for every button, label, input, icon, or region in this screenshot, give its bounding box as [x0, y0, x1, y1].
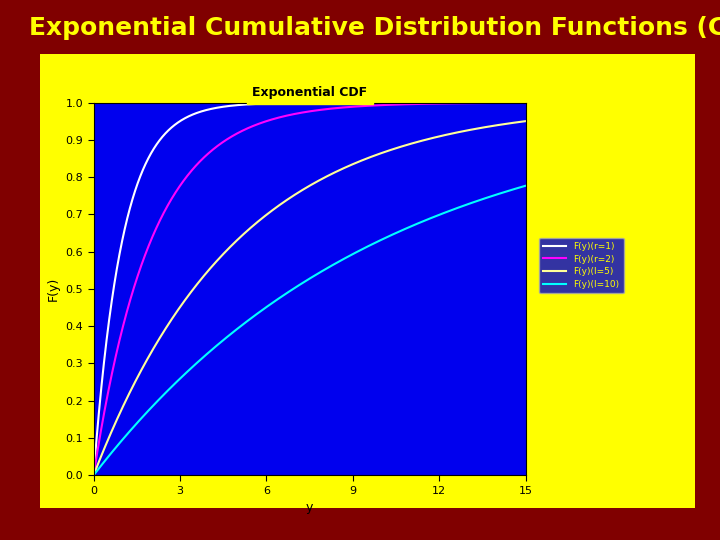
- Legend: F(y)(r=1), F(y)(r=2), F(y)(l=5), F(y)(l=10): F(y)(r=1), F(y)(r=2), F(y)(l=5), F(y)(l=…: [539, 238, 624, 293]
- X-axis label: y: y: [306, 501, 313, 514]
- Text: Exponential Cumulative Distribution Functions (CDF): Exponential Cumulative Distribution Func…: [29, 16, 720, 40]
- Y-axis label: F(y): F(y): [47, 277, 60, 301]
- Title: Exponential CDF: Exponential CDF: [252, 86, 367, 99]
